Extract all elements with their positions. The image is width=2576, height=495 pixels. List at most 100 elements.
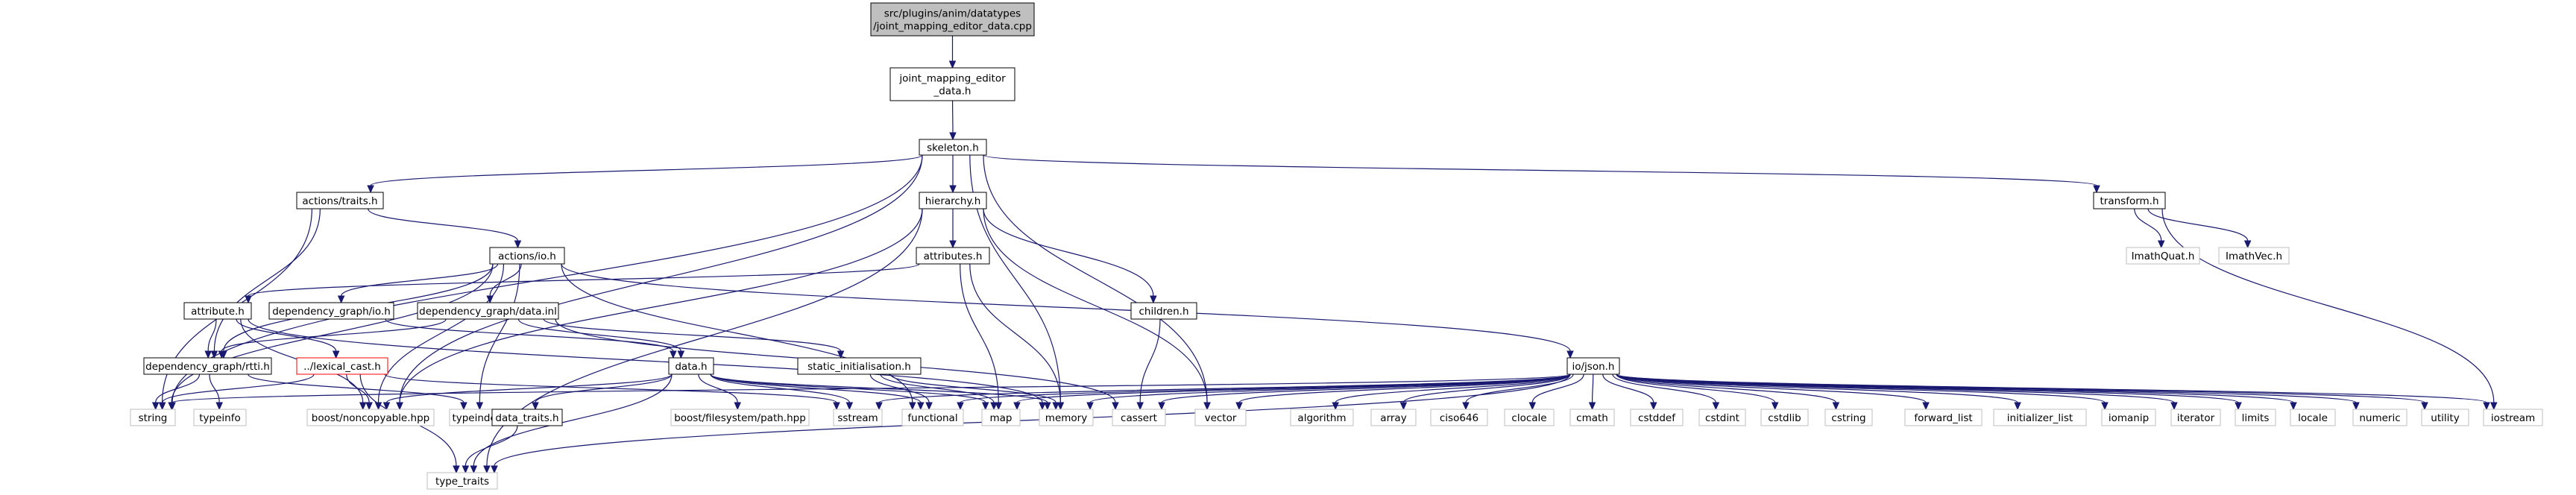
- node-vector: vector: [1194, 409, 1247, 426]
- arrowhead-io_json_h-to-functional: [957, 402, 964, 411]
- node-box: [981, 409, 1021, 426]
- node-attributes-h[interactable]: attributes.h: [916, 247, 990, 265]
- node-label: sstream: [837, 412, 878, 424]
- arrowhead-transform_h-to-iostream: [2490, 402, 2498, 411]
- node-label: actions/io.h: [498, 250, 556, 262]
- arrowhead-dg_io_h-to-data_h: [670, 350, 677, 359]
- node-box: [1824, 409, 1873, 426]
- node-ciso646: ciso646: [1430, 409, 1488, 426]
- node-hierarchy-h[interactable]: hierarchy.h: [919, 192, 987, 209]
- node-box: [268, 302, 394, 320]
- node-box: [2093, 192, 2166, 209]
- edge-io_json_h-to-limits: [1616, 373, 2239, 403]
- arrowhead-io_json_h-to-cstdint: [1712, 402, 1720, 411]
- node-box: [1904, 409, 1983, 426]
- node-lexical-cast-h: ../lexical_cast.h: [296, 357, 388, 375]
- node-dg-io-h[interactable]: dependency_graph/io.h: [268, 302, 394, 320]
- node-transform-h[interactable]: transform.h: [2093, 192, 2166, 209]
- node-label: functional: [907, 412, 957, 424]
- node-box: [426, 472, 498, 490]
- node-box: [916, 247, 990, 265]
- edge-io_json_h-to-string: [171, 373, 1571, 403]
- node-box: [901, 409, 964, 426]
- node-root[interactable]: src/plugins/anim/datatypes/joint_mapping…: [870, 2, 1035, 37]
- edge-skeleton_h-to-vector: [983, 154, 1208, 403]
- node-box: [1112, 409, 1166, 426]
- edge-io_json_h-to-cstdint: [1612, 373, 1716, 403]
- node-label: data_traits.h: [495, 412, 558, 424]
- node-jmed-h[interactable]: joint_mapping_editor_data.h: [889, 67, 1015, 101]
- arrowhead-data_h-to-sstream: [845, 402, 854, 411]
- node-typeindex: typeindex: [449, 409, 506, 426]
- edge-hierarchy_h-to-children_h: [983, 208, 1154, 297]
- node-box: [2170, 409, 2221, 426]
- edge-io_json_h-to-locale: [1616, 373, 2294, 403]
- edge-dg_rtti_h-to-typeinfo: [209, 373, 220, 403]
- node-box: [2235, 409, 2276, 426]
- arrowhead-io_json_h-to-clocale: [1528, 402, 1537, 411]
- node-actions-traits-h[interactable]: actions/traits.h: [296, 192, 384, 209]
- node-limits: limits: [2235, 409, 2276, 426]
- node-utility: utility: [2421, 409, 2469, 426]
- arrowhead-children_h-to-cassert: [1136, 402, 1144, 411]
- edge-dg_data_inl-to-dg_rtti_h: [221, 318, 447, 352]
- node-label: dependency_graph/rtti.h: [145, 361, 270, 373]
- node-dg-rtti-h[interactable]: dependency_graph/rtti.h: [143, 357, 272, 375]
- node-label: /joint_mapping_editor_data.cpp: [873, 21, 1032, 33]
- node-label: _data.h: [933, 86, 971, 98]
- node-type-traits: type_traits: [426, 472, 498, 490]
- node-label: forward_list: [1914, 412, 1972, 424]
- edge-static_init_h-to-map: [880, 373, 995, 403]
- node-box: [1130, 302, 1197, 320]
- arrowhead-actions_traits_h-to-dg_rtti_h: [210, 350, 218, 359]
- edge-attribute_h-to-lexical_cast_h: [236, 318, 337, 352]
- node-typeinfo: typeinfo: [193, 409, 247, 426]
- arrowhead-data_traits_h-to-type_traits: [462, 465, 470, 474]
- node-algorithm: algorithm: [1290, 409, 1354, 426]
- node-box: [1370, 409, 1417, 426]
- arrowhead-io_json_h-to-utility: [2421, 402, 2428, 411]
- arrowhead-dg_data_inl-to-data_h: [677, 350, 685, 359]
- arrowhead-attribute_h-to-memory: [1039, 402, 1046, 411]
- node-data-traits-h[interactable]: data_traits.h: [491, 409, 563, 426]
- node-children-h[interactable]: children.h: [1130, 302, 1197, 320]
- node-box: [130, 409, 176, 426]
- edge-attributes_h-to-memory: [969, 263, 1061, 403]
- arrowhead-attributes_h-to-attribute_h: [245, 295, 252, 304]
- node-dg-data-inl[interactable]: dependency_graph/data.inl: [417, 302, 559, 320]
- node-box: [919, 139, 987, 156]
- edge-dg_io_h-to-data_h: [385, 318, 674, 352]
- edge-data_h-to-data_traits_h: [535, 373, 673, 403]
- node-box: [2126, 247, 2200, 265]
- edge-data_h-to-boost_fs_path: [698, 373, 738, 403]
- node-static-init-h[interactable]: static_initialisation.h: [797, 357, 922, 375]
- edge-io_json_h-to-memory: [1089, 373, 1571, 403]
- node-label: children.h: [1139, 306, 1188, 318]
- edge-actions_io_h-to-boost_noncopyable: [377, 263, 505, 403]
- edge-actions_io_h-to-dg_data_inl: [489, 263, 522, 297]
- node-string: string: [130, 409, 176, 426]
- node-box: [193, 409, 247, 426]
- node-attribute-h[interactable]: attribute.h: [183, 302, 252, 320]
- arrowhead-hierarchy_h-to-vector: [1203, 402, 1211, 411]
- node-label: vector: [1205, 412, 1237, 424]
- node-label: cstring: [1831, 412, 1865, 424]
- edge-transform_h-to-iostream: [2161, 208, 2495, 403]
- node-actions-io-h[interactable]: actions/io.h: [489, 247, 565, 265]
- node-initializer-list: initializer_list: [1993, 409, 2087, 426]
- node-skeleton-h[interactable]: skeleton.h: [919, 139, 987, 156]
- node-box: [489, 247, 565, 265]
- arrowhead-data_h-to-type_traits: [470, 465, 478, 474]
- edge-data_traits_h-to-type_traits: [465, 425, 518, 467]
- node-label: map: [990, 412, 1013, 424]
- edge-io_json_h-to-initializer_list: [1616, 373, 2018, 403]
- node-io-json-h[interactable]: io/json.h: [1566, 357, 1620, 375]
- node-box: [670, 409, 810, 426]
- node-data-h[interactable]: data.h: [668, 357, 714, 375]
- node-cstring: cstring: [1824, 409, 1873, 426]
- node-label: initializer_list: [2007, 412, 2073, 424]
- node-cmath: cmath: [1569, 409, 1615, 426]
- arrowhead-data_h-to-boost_fs_path: [734, 402, 741, 411]
- arrowhead-lexical_cast_h-to-string: [158, 402, 166, 411]
- node-box: [143, 357, 272, 375]
